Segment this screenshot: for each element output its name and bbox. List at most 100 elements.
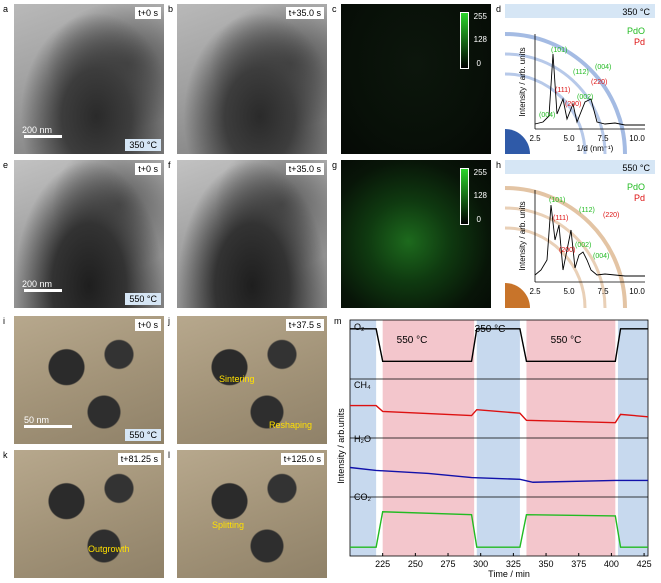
colorbar-max: 255 [473, 12, 487, 21]
peak-label: (112) [579, 207, 595, 214]
peak-label: (002) [577, 94, 593, 101]
x-tick-label: 350 [539, 559, 554, 569]
x-tick-label: 275 [441, 559, 456, 569]
tick-label: 2.5 [529, 287, 541, 296]
temperature-badge: 350 °C [125, 139, 161, 151]
peak-label: (004) [539, 112, 555, 119]
time-label: t+0 s [135, 319, 161, 331]
eftem-map-c: 255 128 0 [341, 4, 491, 154]
legend-pdo: PdO [627, 182, 645, 192]
tem-image-e: t+0 s 200 nm 550 °C [14, 160, 164, 308]
gas-signal-chart: Intensity / arb.units Time / min 550 °C … [336, 319, 652, 579]
temperature-band-label: 550 °C [397, 335, 428, 346]
time-label: t+125.0 s [280, 453, 324, 465]
panel-label-d: d [496, 4, 502, 14]
eftem-map-g: 255 128 0 [341, 160, 491, 308]
panel-label-l: l [168, 450, 170, 460]
colorbar-min: 0 [476, 59, 481, 68]
tick-label: 10.0 [629, 287, 645, 296]
annotation-outgrowth: Outgrowth [88, 544, 130, 554]
scale-bar [24, 425, 72, 428]
tem-image-f: t+35.0 s [177, 160, 327, 308]
temperature-band-label: 550 °C [551, 335, 582, 346]
scale-label: 200 nm [22, 279, 53, 289]
panel-label-a: a [3, 4, 9, 14]
x-axis-label: 1/d (nm⁻¹) [577, 144, 614, 153]
time-label: t+35.0 s [285, 163, 324, 175]
colorbar-mid: 128 [473, 191, 487, 200]
panel-label-f: f [168, 160, 171, 170]
y-axis-label: Intensity / arb.units [336, 408, 346, 484]
panel-label-j: j [168, 316, 170, 326]
colorbar-max: 255 [473, 168, 487, 177]
scale-bar [24, 135, 62, 138]
time-label: t+0 s [135, 7, 161, 19]
x-axis-label: Time / min [488, 569, 530, 579]
series-line-3 [350, 511, 648, 548]
tick-label: 5.0 [563, 134, 575, 143]
peak-label: (101) [551, 47, 567, 54]
peak-label: (200) [565, 101, 581, 108]
legend-pd: Pd [634, 37, 645, 47]
annotation-reshaping: Reshaping [269, 420, 313, 430]
peak-label: (004) [595, 64, 611, 71]
temperature-label: 350 °C [622, 7, 650, 17]
peak-label: (220) [603, 212, 619, 219]
diffraction-h: 550 °C PdO Pd (101) (111) (200) (112) (2… [505, 160, 655, 308]
temperature-badge: 550 °C [125, 293, 161, 305]
tick-label: 2.5 [529, 134, 541, 143]
scale-label: 200 nm [22, 125, 53, 135]
tem-image-i: t+0 s 50 nm 550 °C [14, 316, 164, 444]
temperature-band-label: 350 °C [475, 324, 506, 335]
peak-label: (112) [573, 69, 589, 76]
series-line-2 [349, 466, 648, 483]
time-label: t+37.5 s [285, 319, 324, 331]
temperature-badge: 550 °C [125, 429, 161, 441]
series-label-ch4: CH₄ [354, 380, 371, 390]
series-label-o2: O₂ [354, 322, 365, 332]
x-tick-label: 400 [604, 559, 619, 569]
time-label: t+35.0 s [285, 7, 324, 19]
peak-label: (002) [575, 242, 591, 249]
legend-pdo: PdO [627, 26, 645, 36]
time-label: t+0 s [135, 163, 161, 175]
x-tick-label: 250 [408, 559, 423, 569]
series-line-1 [350, 404, 649, 424]
diffraction-d: 350 °C PdO Pd (101) (111) (200) (112) (0… [505, 4, 655, 154]
annotation-sintering: Sintering [219, 374, 255, 384]
peak-label: (220) [591, 79, 607, 86]
x-tick-label: 375 [571, 559, 586, 569]
colorbar [460, 12, 469, 69]
x-tick-label: 300 [473, 559, 488, 569]
panel-label-g: g [332, 160, 338, 170]
scale-bar [24, 289, 62, 292]
panel-label-i: i [3, 316, 5, 326]
panel-label-m: m [334, 316, 342, 326]
panel-label-h: h [496, 160, 502, 170]
tem-image-k: t+81.25 s Outgrowth [14, 450, 164, 578]
colorbar [460, 168, 469, 225]
tem-image-l: t+125.0 s Splitting [177, 450, 327, 578]
tem-image-a: t+0 s 200 nm 350 °C [14, 4, 164, 154]
diffraction-plot-d: 350 °C PdO Pd (101) (111) (200) (112) (0… [505, 4, 655, 154]
tem-image-j: t+37.5 s Sintering Reshaping [177, 316, 327, 444]
peak-label: (200) [559, 247, 575, 254]
tick-label: 10.0 [629, 134, 645, 143]
tem-image-b: t+35.0 s [177, 4, 327, 154]
x-tick-label: 325 [506, 559, 521, 569]
series-line-0 [350, 328, 648, 362]
temperature-label: 550 °C [622, 163, 650, 173]
time-label: t+81.25 s [117, 453, 161, 465]
peak-label: (111) [553, 215, 568, 222]
peak-label: (111) [555, 87, 570, 94]
peak-label: (101) [549, 197, 565, 204]
panel-label-k: k [3, 450, 8, 460]
x-tick-label: 425 [637, 559, 652, 569]
panel-label-b: b [168, 4, 174, 14]
series-label-h2o: H₂O [354, 434, 371, 444]
series-label-co2: CO₂ [354, 492, 372, 502]
tick-label: 7.5 [597, 287, 609, 296]
x-tick-label: 225 [375, 559, 390, 569]
y-axis-label: Intensity / arb. units [518, 47, 527, 116]
tick-label: 7.5 [597, 134, 609, 143]
